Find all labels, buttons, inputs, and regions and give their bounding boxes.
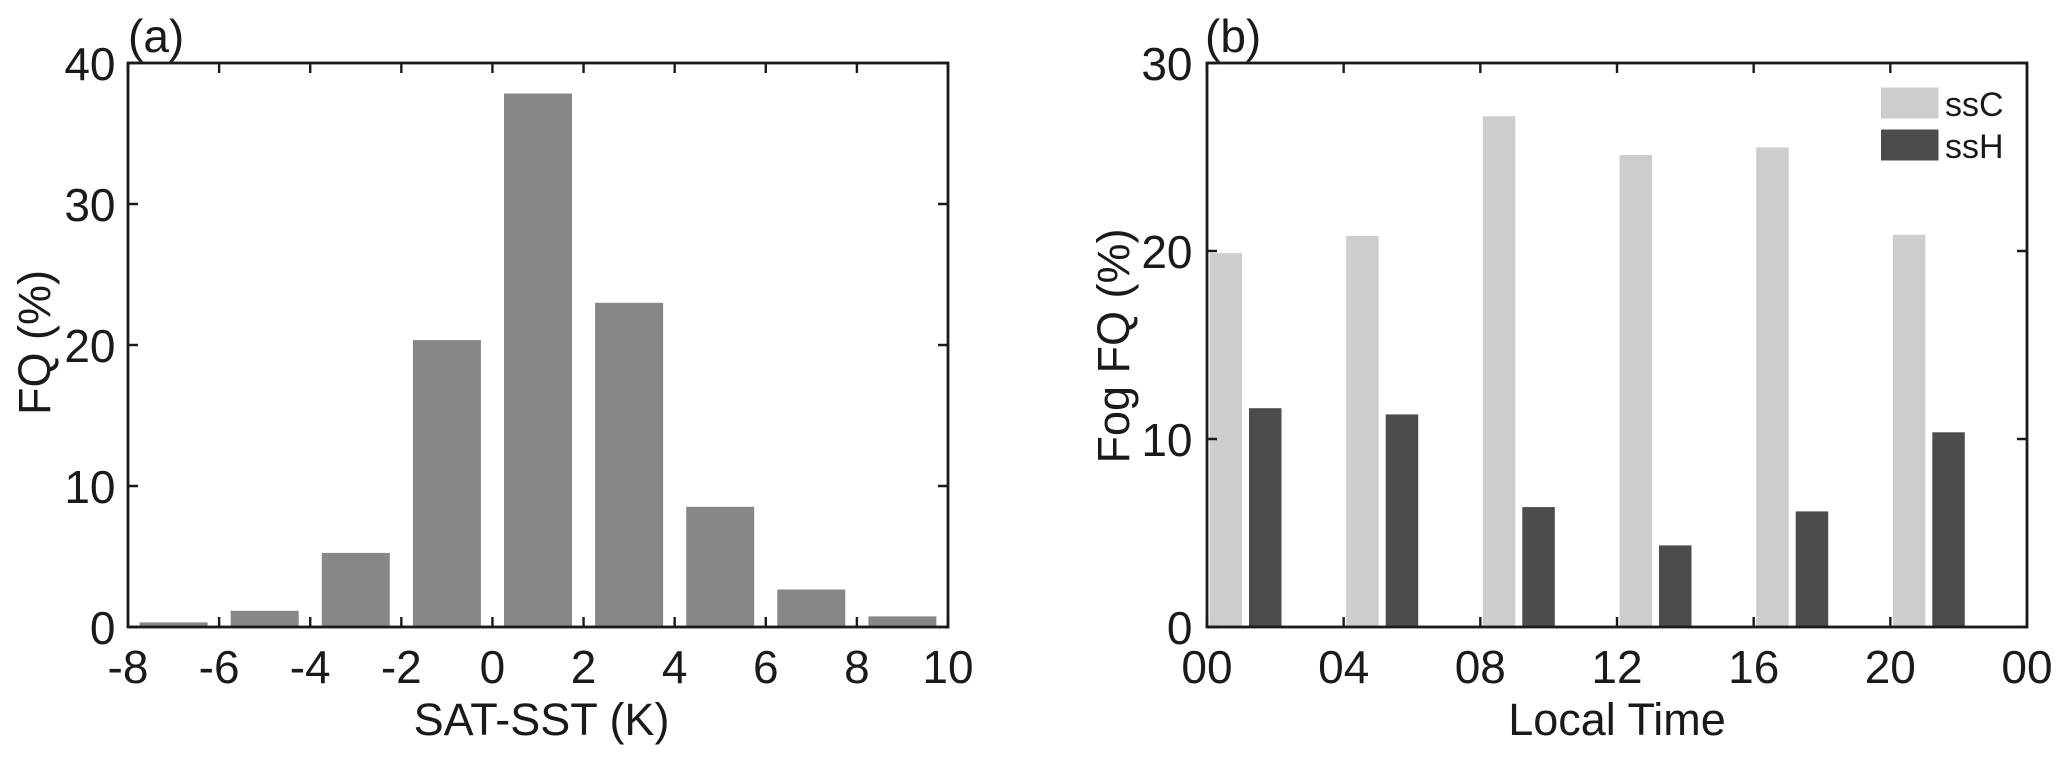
svg-text:10: 10 xyxy=(1141,414,1192,466)
svg-text:SAT-SST (K): SAT-SST (K) xyxy=(414,694,670,745)
svg-text:-2: -2 xyxy=(381,641,422,693)
svg-text:10: 10 xyxy=(64,461,115,513)
svg-text:Fog FQ (%): Fog FQ (%) xyxy=(1088,228,1139,463)
svg-text:30: 30 xyxy=(1141,38,1192,90)
svg-text:ssH: ssH xyxy=(1945,128,2004,166)
svg-text:0: 0 xyxy=(90,602,116,654)
svg-text:4: 4 xyxy=(662,641,688,693)
svg-text:0: 0 xyxy=(480,641,506,693)
svg-text:(b): (b) xyxy=(1205,10,1261,62)
svg-text:30: 30 xyxy=(64,179,115,231)
svg-text:-6: -6 xyxy=(199,641,240,693)
svg-text:16: 16 xyxy=(1728,641,1779,693)
svg-text:(a): (a) xyxy=(128,10,184,62)
svg-text:2: 2 xyxy=(571,641,597,693)
svg-text:ssC: ssC xyxy=(1945,86,2004,124)
svg-text:20: 20 xyxy=(64,320,115,372)
svg-text:08: 08 xyxy=(1455,641,1506,693)
svg-text:40: 40 xyxy=(64,38,115,90)
svg-text:8: 8 xyxy=(844,641,870,693)
svg-text:FQ (%): FQ (%) xyxy=(9,270,60,415)
svg-text:00: 00 xyxy=(1181,641,1232,693)
svg-text:20: 20 xyxy=(1141,226,1192,278)
svg-text:10: 10 xyxy=(922,641,973,693)
svg-text:00: 00 xyxy=(2001,641,2052,693)
svg-text:04: 04 xyxy=(1318,641,1369,693)
svg-text:Local Time: Local Time xyxy=(1508,694,1726,745)
svg-text:12: 12 xyxy=(1591,641,1642,693)
svg-text:-4: -4 xyxy=(290,641,331,693)
svg-text:20: 20 xyxy=(1865,641,1916,693)
svg-text:6: 6 xyxy=(753,641,779,693)
svg-text:-8: -8 xyxy=(108,641,149,693)
svg-text:0: 0 xyxy=(1167,602,1193,654)
